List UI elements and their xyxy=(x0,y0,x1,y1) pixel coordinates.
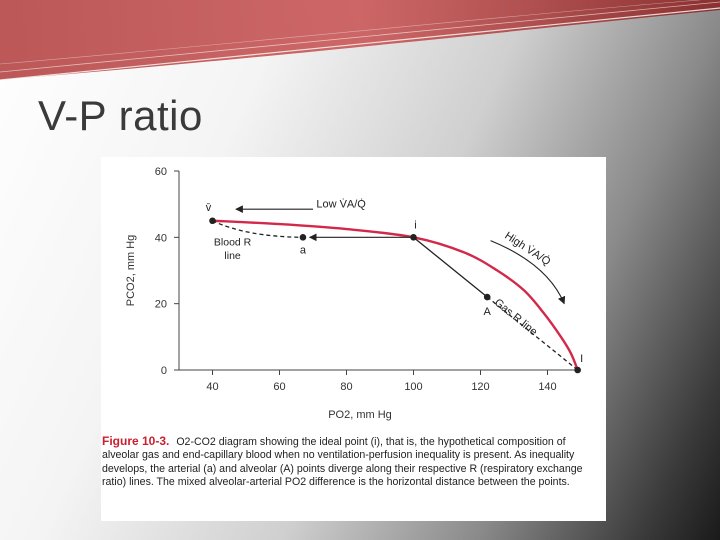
data-point xyxy=(410,234,417,241)
x-axis-label: PO2, mm Hg xyxy=(328,409,392,421)
gas-r-line-dashed xyxy=(486,296,579,371)
point-label: v̄ xyxy=(206,202,212,214)
x-tick-label: 40 xyxy=(206,381,218,393)
y-tick-label: 40 xyxy=(155,232,167,244)
blood-r-label-line1: Blood R xyxy=(214,237,252,249)
x-tick-label: 100 xyxy=(404,381,422,393)
caption-label: Figure 10-3. xyxy=(102,434,170,448)
data-point xyxy=(483,293,491,301)
vq-chart: 0 20 40 60 40 60 80 100 120 140 PO2, mm Hg PCO2, mm… xyxy=(125,166,583,421)
slide-title: V-P ratio xyxy=(38,92,203,139)
caption-text: O2-CO2 diagram showing the ideal point (… xyxy=(102,436,583,489)
point-label: a xyxy=(300,244,307,256)
high-arrow xyxy=(490,240,566,305)
high-vq-label: High V̇A/Q̇ xyxy=(502,229,553,268)
blood-r-line-series xyxy=(212,220,303,238)
x-tick-label: 120 xyxy=(471,381,489,393)
data-point xyxy=(209,217,216,225)
gas-r-line-label: Gas R line xyxy=(492,297,539,339)
x-tick-label: 140 xyxy=(538,381,556,393)
x-tick-label: 80 xyxy=(340,381,352,393)
data-point xyxy=(574,366,581,374)
y-tick-label: 0 xyxy=(161,365,167,377)
decorative-red-band xyxy=(0,0,720,81)
y-axis-label: PCO2, mm Hg xyxy=(125,235,137,307)
gas-r-line-solid xyxy=(413,236,488,298)
figure-caption: Figure 10-3. O2-CO2 diagram showing the … xyxy=(102,434,592,490)
y-tick-label: 20 xyxy=(155,299,167,311)
data-point xyxy=(299,234,307,241)
figure-panel: 0 20 40 60 40 60 80 100 120 140 PO2, mm Hg PCO2, mm… xyxy=(101,157,606,521)
vq-line-series xyxy=(212,219,579,371)
point-label: i xyxy=(414,219,416,231)
point-label: A xyxy=(484,306,492,318)
low-vq-label: Low V̇A/Q̇ xyxy=(316,198,366,211)
x-tick-label: 60 xyxy=(273,381,285,393)
point-label: I xyxy=(580,353,583,365)
y-tick-label: 60 xyxy=(155,166,167,178)
blood-r-label-line2: line xyxy=(224,250,241,262)
